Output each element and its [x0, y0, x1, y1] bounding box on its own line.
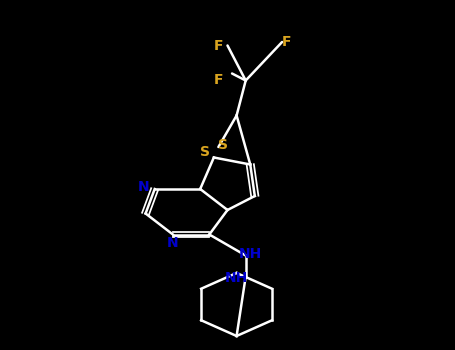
Text: N: N [137, 180, 149, 194]
Text: F: F [214, 38, 223, 52]
Text: S: S [200, 145, 210, 159]
Text: NH: NH [225, 271, 248, 285]
Text: S: S [218, 138, 228, 152]
Text: N: N [167, 236, 179, 250]
Text: F: F [282, 35, 291, 49]
Text: F: F [214, 74, 223, 88]
Text: NH: NH [238, 247, 262, 261]
